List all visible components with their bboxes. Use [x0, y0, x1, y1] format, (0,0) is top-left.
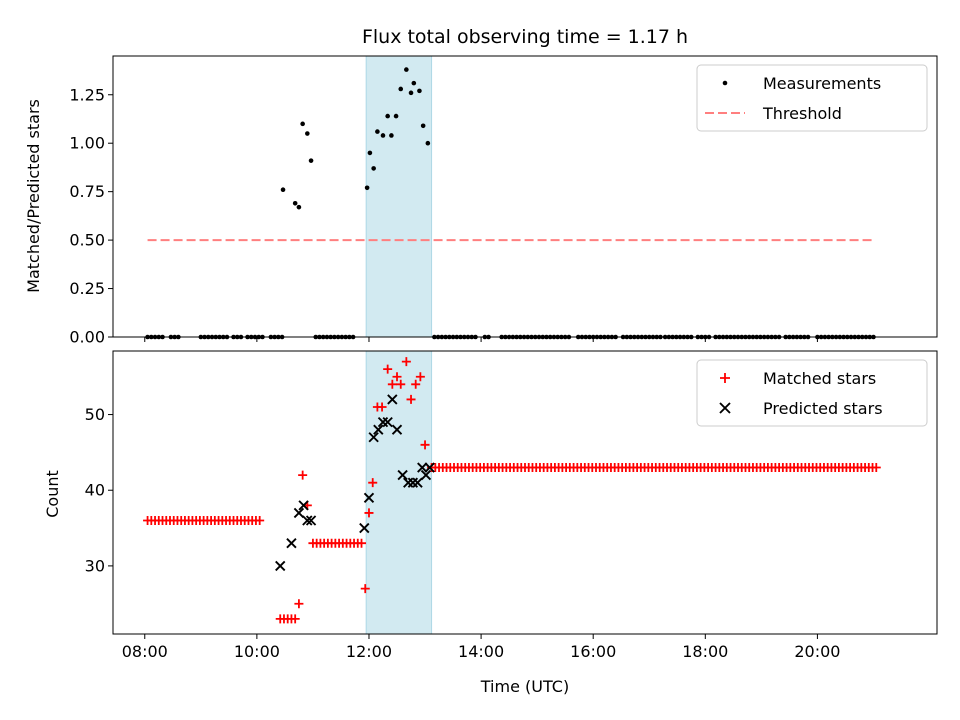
measurement-point — [296, 204, 302, 210]
predicted-star-marker — [293, 507, 305, 519]
predicted-star-marker — [397, 469, 408, 481]
matched-star-marker — [396, 379, 406, 389]
predicted-star-marker — [420, 469, 432, 481]
bottom-x-tick-label: 16:00 — [570, 642, 616, 661]
matched-star-marker — [357, 538, 367, 548]
matched-star-marker — [387, 379, 397, 389]
matched-star-marker — [383, 364, 393, 374]
predicted-star-marker — [417, 462, 428, 473]
measurement-point — [380, 133, 386, 138]
legend-measurement-marker — [722, 80, 728, 86]
top-legend: Measurements Threshold — [696, 64, 928, 132]
predicted-star-marker — [387, 394, 398, 405]
bottom-y-tick-label: 50 — [85, 405, 105, 424]
measurement-point — [371, 166, 376, 171]
bottom-x-tick-label: 10:00 — [234, 642, 280, 661]
matched-star-marker — [406, 394, 416, 404]
matched-star-marker — [377, 402, 387, 412]
measurement-point — [398, 86, 404, 92]
matched-star-marker — [871, 463, 881, 473]
top-y-tick-label: 0.50 — [69, 231, 105, 250]
top-plot-area: 0.00 0.25 0.50 0.75 1.00 1.25 Measurements Thre… — [69, 55, 938, 347]
matched-star-marker — [411, 379, 421, 389]
bottom-x-tick-label: 18:00 — [682, 642, 728, 661]
measurement-point — [308, 158, 314, 163]
measurement-point — [393, 113, 399, 119]
predicted-star-marker — [305, 515, 317, 526]
matched-star-marker — [415, 372, 425, 382]
bottom-x-tick-label: 12:00 — [346, 642, 392, 661]
matched-star-marker — [255, 515, 265, 525]
bottom-x-tick-label: 08:00 — [122, 642, 168, 661]
measurement-point — [420, 123, 426, 129]
top-y-tick-label: 0.00 — [69, 328, 105, 347]
predicted-star-marker — [275, 560, 286, 572]
predicted-star-marker — [368, 432, 379, 443]
matched-star-marker — [368, 478, 378, 488]
predicted-star-marker — [412, 477, 423, 488]
top-y-tick-label: 1.00 — [69, 134, 105, 153]
matched-star-marker — [401, 357, 411, 367]
measurement-point — [300, 121, 305, 127]
matched-star-marker — [360, 584, 370, 594]
bottom-legend-box — [696, 359, 928, 427]
predicted-star-marker — [391, 424, 403, 435]
measurement-point — [389, 133, 394, 138]
measurement-point — [292, 200, 298, 206]
matched-star-marker — [364, 508, 374, 518]
predicted-star-marker — [359, 522, 370, 534]
bottom-x-axis-label: Time (UTC) — [480, 677, 569, 696]
top-y-tick-label: 0.25 — [69, 279, 105, 298]
legend-label: Matched stars — [763, 369, 876, 388]
legend-matched-marker — [720, 373, 730, 383]
predicted-star-marker — [424, 462, 435, 473]
matched-star-marker — [298, 470, 308, 480]
top-y-tick-label: 1.25 — [69, 85, 105, 104]
top-chart-title: Flux total observing time = 1.17 h — [362, 26, 688, 48]
bottom-highlight-span — [365, 350, 433, 635]
top-legend-box — [696, 64, 928, 132]
top-axes-frame — [112, 55, 938, 338]
bottom-y-tick-label: 40 — [85, 481, 105, 500]
bottom-y-tick-label: 30 — [85, 556, 105, 575]
measurement-point — [367, 150, 373, 156]
measurement-point — [375, 129, 380, 134]
predicted-star-marker — [363, 492, 375, 503]
bottom-axes-frame — [112, 350, 938, 635]
bottom-x-tick-label: 14:00 — [458, 642, 504, 661]
measurement-point — [425, 140, 431, 146]
matched-star-marker — [294, 599, 304, 609]
legend-predicted-marker — [719, 402, 731, 414]
measurement-point — [385, 113, 390, 119]
measurement-point — [305, 131, 310, 136]
measurement-point — [408, 90, 414, 96]
measurement-point — [364, 185, 370, 191]
predicted-star-marker — [298, 500, 309, 511]
measurement-point — [417, 88, 422, 94]
matched-star-marker — [290, 614, 300, 624]
bottom-x-tick-label: 20:00 — [794, 642, 840, 661]
predicted-star-marker — [382, 416, 393, 428]
predicted-star-marker — [302, 515, 313, 526]
top-y-axis-label: Matched/Predicted stars — [24, 99, 43, 293]
predicted-star-marker — [286, 538, 297, 549]
legend-label: Threshold — [762, 104, 842, 123]
predicted-star-marker — [373, 424, 384, 435]
bottom-legend: Matched stars Predicted stars — [696, 359, 928, 427]
measurement-point — [411, 80, 417, 86]
matched-star-marker — [392, 372, 402, 382]
matched-star-marker — [420, 440, 430, 450]
measurement-point — [404, 67, 409, 72]
bottom-plot-area: 30 40 50 08:00 10:00 12:00 14:00 16:00 18:00 20:0… — [85, 350, 938, 661]
measurement-point — [280, 187, 286, 193]
bottom-y-axis-label: Count — [43, 470, 62, 518]
top-y-tick-label: 0.75 — [69, 182, 105, 201]
legend-label: Measurements — [763, 74, 881, 93]
top-highlight-span — [365, 55, 433, 338]
legend-label: Predicted stars — [763, 399, 883, 418]
